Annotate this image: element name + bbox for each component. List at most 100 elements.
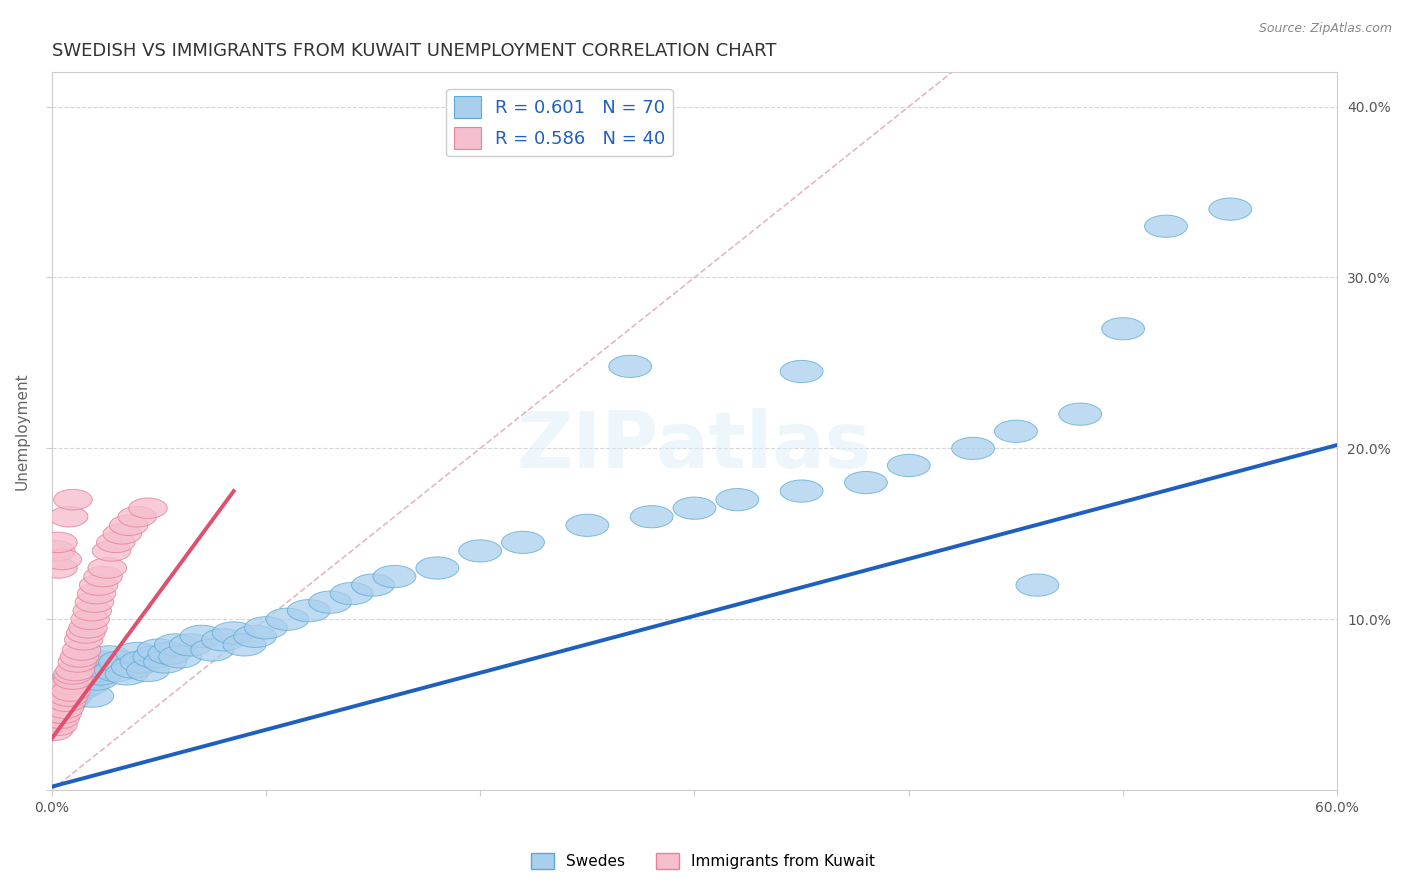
Ellipse shape: [58, 652, 97, 673]
Ellipse shape: [352, 574, 395, 596]
Ellipse shape: [70, 685, 114, 707]
Ellipse shape: [52, 676, 94, 698]
Ellipse shape: [169, 634, 212, 656]
Ellipse shape: [39, 703, 77, 723]
Ellipse shape: [94, 659, 138, 681]
Ellipse shape: [887, 454, 931, 476]
Ellipse shape: [201, 629, 245, 651]
Ellipse shape: [287, 599, 330, 622]
Ellipse shape: [48, 691, 86, 712]
Ellipse shape: [44, 703, 82, 723]
Ellipse shape: [48, 676, 90, 698]
Ellipse shape: [1059, 403, 1102, 425]
Text: Source: ZipAtlas.com: Source: ZipAtlas.com: [1258, 22, 1392, 36]
Ellipse shape: [52, 681, 90, 701]
Ellipse shape: [98, 651, 142, 673]
Ellipse shape: [77, 659, 120, 681]
Ellipse shape: [53, 669, 93, 690]
Ellipse shape: [1209, 198, 1251, 220]
Ellipse shape: [41, 708, 79, 729]
Ellipse shape: [118, 507, 156, 527]
Ellipse shape: [127, 659, 169, 681]
Ellipse shape: [155, 634, 197, 656]
Ellipse shape: [120, 651, 163, 673]
Ellipse shape: [69, 617, 107, 638]
Ellipse shape: [66, 673, 110, 695]
Ellipse shape: [73, 600, 111, 621]
Ellipse shape: [673, 497, 716, 519]
Ellipse shape: [41, 694, 84, 715]
Ellipse shape: [110, 515, 148, 535]
Ellipse shape: [62, 668, 105, 690]
Ellipse shape: [115, 642, 159, 665]
Text: SWEDISH VS IMMIGRANTS FROM KUWAIT UNEMPLOYMENT CORRELATION CHART: SWEDISH VS IMMIGRANTS FROM KUWAIT UNEMPL…: [52, 42, 776, 60]
Ellipse shape: [780, 480, 823, 502]
Ellipse shape: [845, 472, 887, 493]
Ellipse shape: [233, 625, 277, 648]
Ellipse shape: [129, 498, 167, 518]
Ellipse shape: [84, 566, 122, 587]
Ellipse shape: [82, 651, 124, 673]
Ellipse shape: [44, 680, 86, 702]
Ellipse shape: [79, 574, 118, 595]
Ellipse shape: [45, 681, 84, 701]
Ellipse shape: [416, 557, 458, 579]
Ellipse shape: [89, 646, 131, 668]
Ellipse shape: [56, 673, 98, 695]
Ellipse shape: [44, 686, 82, 706]
Ellipse shape: [79, 663, 122, 685]
Ellipse shape: [62, 640, 101, 660]
Ellipse shape: [1102, 318, 1144, 340]
Ellipse shape: [37, 712, 75, 732]
Ellipse shape: [134, 646, 176, 668]
Ellipse shape: [609, 355, 651, 377]
Ellipse shape: [65, 630, 103, 650]
Ellipse shape: [58, 663, 101, 685]
Ellipse shape: [39, 533, 77, 553]
Ellipse shape: [180, 625, 224, 648]
Ellipse shape: [309, 591, 352, 614]
Ellipse shape: [49, 685, 93, 707]
Ellipse shape: [159, 646, 201, 668]
Y-axis label: Unemployment: Unemployment: [15, 373, 30, 490]
Ellipse shape: [69, 663, 111, 685]
Ellipse shape: [97, 533, 135, 553]
Ellipse shape: [73, 656, 115, 678]
Ellipse shape: [37, 685, 79, 707]
Ellipse shape: [565, 514, 609, 536]
Ellipse shape: [191, 639, 233, 661]
Ellipse shape: [266, 608, 309, 631]
Ellipse shape: [45, 690, 89, 713]
Ellipse shape: [60, 676, 103, 698]
Ellipse shape: [66, 623, 105, 643]
Ellipse shape: [41, 695, 79, 715]
Ellipse shape: [37, 541, 75, 561]
Ellipse shape: [111, 656, 155, 678]
Ellipse shape: [1017, 574, 1059, 596]
Ellipse shape: [39, 558, 77, 578]
Ellipse shape: [994, 420, 1038, 442]
Ellipse shape: [53, 490, 93, 510]
Ellipse shape: [138, 639, 180, 661]
Ellipse shape: [53, 664, 93, 684]
Ellipse shape: [373, 566, 416, 588]
Ellipse shape: [49, 674, 89, 695]
Ellipse shape: [780, 360, 823, 383]
Ellipse shape: [52, 668, 94, 690]
Ellipse shape: [330, 582, 373, 605]
Legend: R = 0.601   N = 70, R = 0.586   N = 40: R = 0.601 N = 70, R = 0.586 N = 40: [446, 88, 672, 156]
Ellipse shape: [60, 647, 98, 667]
Text: ZIPatlas: ZIPatlas: [517, 408, 872, 483]
Ellipse shape: [502, 532, 544, 553]
Ellipse shape: [212, 622, 254, 644]
Ellipse shape: [48, 677, 86, 698]
Ellipse shape: [1144, 215, 1188, 237]
Ellipse shape: [89, 558, 127, 578]
Legend: Swedes, Immigrants from Kuwait: Swedes, Immigrants from Kuwait: [524, 847, 882, 875]
Ellipse shape: [53, 680, 97, 702]
Ellipse shape: [105, 663, 148, 685]
Ellipse shape: [65, 659, 107, 681]
Ellipse shape: [458, 540, 502, 562]
Ellipse shape: [630, 506, 673, 528]
Ellipse shape: [84, 656, 127, 678]
